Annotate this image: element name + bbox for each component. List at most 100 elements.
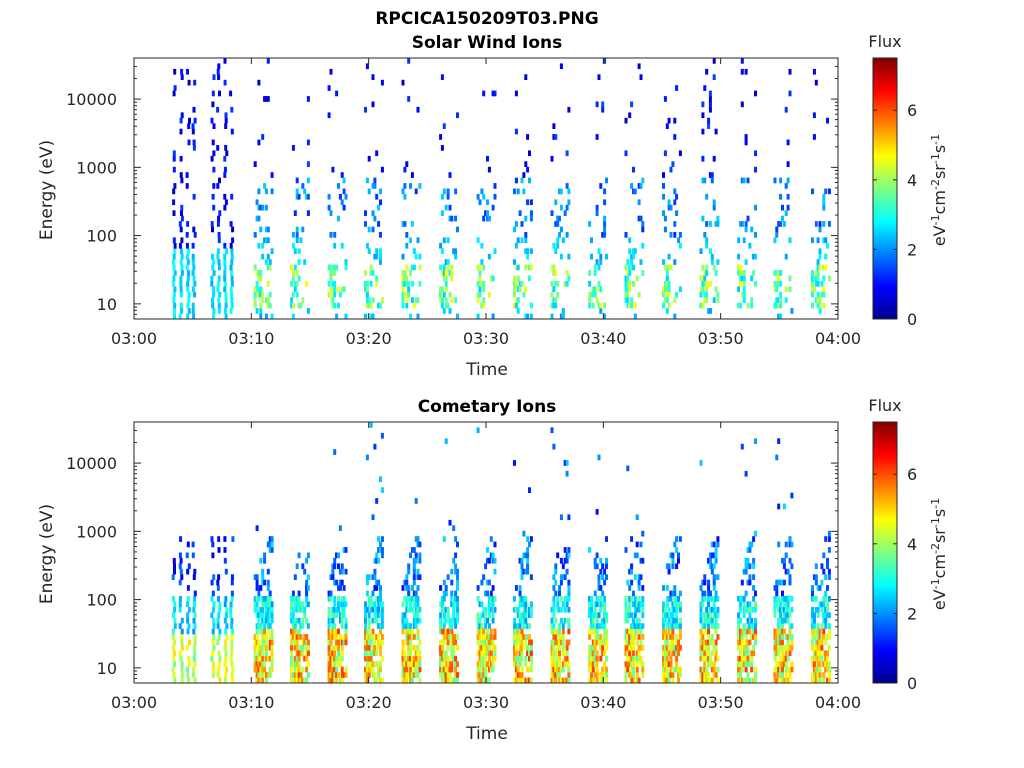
heatmap-cell <box>556 672 560 678</box>
heatmap-cell <box>212 644 216 651</box>
heatmap-cell <box>338 585 342 591</box>
heatmap-cell <box>816 270 820 276</box>
heatmap-cell <box>178 601 182 608</box>
heatmap-cell <box>518 601 522 608</box>
heatmap-cell <box>599 568 603 575</box>
heatmap-cell <box>440 628 444 635</box>
heatmap-cell <box>633 606 637 613</box>
heatmap-cell <box>407 606 411 613</box>
heatmap-cell <box>701 275 705 282</box>
heatmap-cell <box>210 117 214 124</box>
heatmap-cell <box>561 661 565 667</box>
heatmap-cell <box>701 596 705 602</box>
heatmap-cell <box>371 183 375 189</box>
heatmap-cell <box>335 606 339 613</box>
heatmap-cell <box>373 585 377 591</box>
heatmap-cell <box>665 286 669 293</box>
heatmap-cell <box>678 617 682 624</box>
heatmap-cell <box>518 661 522 667</box>
heatmap-cell <box>784 286 788 293</box>
heatmap-cell <box>331 264 335 271</box>
heatmap-cell <box>414 297 418 303</box>
heatmap-cell <box>590 672 593 678</box>
heatmap-cell <box>595 628 599 635</box>
heatmap-cell <box>229 90 233 97</box>
heatmap-cell <box>407 96 411 102</box>
heatmap-cell <box>516 661 520 667</box>
heatmap-cell <box>173 286 177 293</box>
heatmap-cell <box>630 264 634 271</box>
heatmap-cell <box>786 644 790 651</box>
heatmap-cell <box>217 536 221 542</box>
heatmap-cell <box>446 193 450 200</box>
heatmap-cell <box>556 650 560 657</box>
heatmap-cell <box>667 628 671 635</box>
heatmap-cell <box>601 590 605 597</box>
heatmap-cell <box>450 297 454 303</box>
heatmap-cell <box>550 672 554 678</box>
heatmap-cell <box>344 264 348 271</box>
heatmap-cell <box>662 661 665 667</box>
heatmap-cell <box>480 259 484 265</box>
heatmap-cell <box>171 666 175 673</box>
heatmap-cell <box>405 596 409 602</box>
heatmap-cell <box>590 623 593 629</box>
heatmap-cell <box>192 139 196 146</box>
heatmap-cell <box>297 259 301 265</box>
heatmap-cell <box>293 666 297 673</box>
heatmap-cell <box>414 617 418 624</box>
heatmap-cell <box>637 574 641 580</box>
heatmap-cell <box>626 655 630 662</box>
heatmap-cell <box>603 579 607 586</box>
heatmap-cell <box>337 601 340 608</box>
heatmap-cell <box>742 606 746 613</box>
heatmap-cell <box>409 601 412 608</box>
heatmap-cell <box>662 286 665 293</box>
heatmap-cell <box>812 112 816 119</box>
heatmap-cell <box>407 291 411 298</box>
heatmap-cell <box>667 253 671 260</box>
heatmap-cell <box>777 639 781 646</box>
heatmap-cell <box>739 617 742 624</box>
heatmap-cell <box>482 215 486 222</box>
heatmap-cell <box>180 270 184 276</box>
heatmap-cell <box>253 291 257 298</box>
heatmap-cell <box>559 579 563 586</box>
heatmap-cell <box>486 199 489 206</box>
heatmap-cell <box>487 655 491 662</box>
heatmap-cell <box>414 666 418 673</box>
heatmap-cell <box>671 644 675 651</box>
heatmap-cell <box>746 623 750 629</box>
heatmap-cell <box>484 612 488 618</box>
heatmap-cell <box>601 672 605 678</box>
heatmap-cell <box>373 677 377 684</box>
heatmap-cell <box>403 579 407 586</box>
heatmap-cell <box>295 291 299 298</box>
heatmap-cell <box>180 617 184 624</box>
heatmap-cell <box>452 617 456 624</box>
heatmap-cell <box>712 661 716 667</box>
heatmap-cell <box>588 280 592 287</box>
heatmap-cell <box>591 617 595 624</box>
heatmap-cell <box>478 601 482 608</box>
heatmap-cell <box>295 270 299 276</box>
heatmap-cell <box>754 617 757 624</box>
heatmap-cell <box>412 302 416 309</box>
heatmap-cell <box>708 563 712 570</box>
heatmap-cell <box>442 628 446 635</box>
heatmap-cell <box>518 623 522 629</box>
colorbar-label: eV-1cm-2sr-1s-1 <box>929 498 949 610</box>
heatmap-cell <box>489 639 493 646</box>
heatmap-cell <box>401 280 405 287</box>
heatmap-cell <box>518 639 522 646</box>
heatmap-cell <box>788 68 792 75</box>
heatmap-cell <box>403 291 407 298</box>
heatmap-cell <box>550 655 554 662</box>
heatmap-cell <box>516 623 520 629</box>
heatmap-cell <box>703 574 707 580</box>
heatmap-cell <box>708 221 712 227</box>
heatmap-cell <box>550 623 554 629</box>
heatmap-cell <box>563 460 567 466</box>
heatmap-cell <box>327 639 331 646</box>
heatmap-cell <box>595 297 599 303</box>
